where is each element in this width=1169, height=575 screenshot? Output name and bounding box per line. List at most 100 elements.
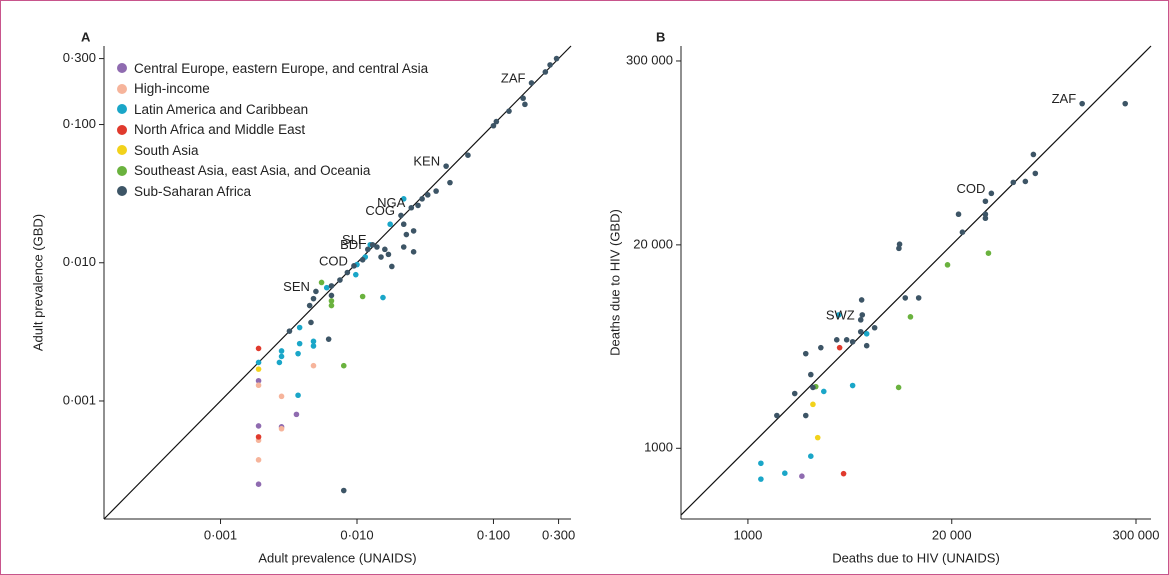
x-tick-label: 0·010	[340, 527, 373, 542]
point	[1010, 179, 1017, 186]
point	[328, 302, 335, 309]
point	[836, 344, 843, 351]
point	[849, 382, 856, 389]
point	[328, 283, 335, 289]
point	[818, 344, 824, 351]
point	[506, 108, 512, 114]
point	[364, 246, 371, 253]
point-label: KEN	[413, 154, 440, 169]
point-label: ZAF	[501, 70, 526, 85]
point	[415, 202, 421, 209]
x-tick-label: 300 000	[1112, 527, 1159, 542]
point	[810, 384, 816, 391]
point	[296, 324, 303, 331]
point	[895, 384, 902, 391]
point	[328, 292, 335, 299]
point	[857, 317, 864, 323]
point	[758, 460, 764, 467]
point	[843, 337, 850, 343]
legend-label: High-income	[134, 81, 210, 97]
point	[310, 343, 317, 349]
point	[857, 328, 864, 335]
point	[896, 245, 902, 252]
point	[308, 319, 314, 326]
x-tick-label: 0·300	[542, 527, 575, 542]
x-tick-label: 0·100	[477, 527, 510, 542]
legend-item: Sub-Saharan Africa	[117, 181, 428, 202]
point	[528, 80, 535, 86]
point	[387, 221, 393, 228]
point	[493, 118, 500, 125]
point	[810, 401, 816, 408]
point	[944, 262, 951, 268]
legend-item: Central Europe, eastern Europe, and cent…	[117, 58, 428, 79]
point	[896, 241, 903, 247]
point	[547, 62, 553, 68]
point	[820, 388, 827, 395]
point	[328, 298, 335, 304]
point	[255, 423, 262, 429]
legend-item: Latin America and Caribbean	[117, 99, 428, 120]
point	[982, 211, 989, 218]
point	[1122, 100, 1129, 107]
point	[1032, 170, 1039, 177]
point	[907, 314, 914, 320]
point	[351, 263, 357, 269]
point	[858, 297, 865, 303]
point	[849, 338, 856, 345]
point	[465, 152, 471, 159]
point	[859, 312, 866, 318]
point	[278, 393, 285, 400]
point	[400, 221, 407, 228]
point	[400, 196, 407, 202]
point	[1079, 100, 1085, 107]
y-tick-label: 0·001	[63, 392, 96, 407]
legend-label: North Africa and Middle East	[134, 122, 306, 138]
point	[782, 470, 788, 476]
point	[410, 228, 417, 234]
point	[1022, 178, 1029, 185]
point	[255, 457, 262, 463]
legend-label: Central Europe, eastern Europe, and cent…	[134, 60, 429, 76]
legend-swatch	[117, 165, 127, 176]
legend-swatch	[117, 124, 127, 135]
point	[955, 211, 962, 218]
y-tick-label: 300 000	[626, 52, 673, 67]
point	[863, 342, 870, 349]
point	[306, 302, 313, 309]
legend-swatch	[117, 104, 127, 115]
point	[255, 377, 262, 384]
point	[799, 473, 805, 479]
legend-label: Latin America and Caribbean	[134, 101, 309, 117]
point	[278, 348, 285, 354]
point	[520, 95, 526, 102]
point	[313, 288, 319, 295]
point	[758, 476, 764, 482]
legend-label: Sub-Saharan Africa	[134, 183, 252, 199]
point-label: SEN	[283, 279, 310, 294]
point	[310, 362, 317, 369]
point	[340, 362, 347, 369]
point	[295, 392, 301, 399]
point	[255, 345, 262, 352]
point	[359, 257, 366, 263]
point	[985, 250, 992, 256]
point-label: COD	[319, 253, 348, 268]
point	[255, 434, 262, 440]
point	[433, 188, 439, 194]
point	[278, 425, 285, 432]
point	[424, 192, 431, 198]
point-label: SLE	[342, 232, 367, 247]
point	[374, 244, 380, 250]
point	[988, 190, 995, 197]
point	[902, 295, 909, 301]
point	[447, 179, 453, 186]
point	[255, 382, 262, 389]
point	[835, 312, 842, 318]
point	[255, 481, 262, 487]
point	[400, 244, 407, 250]
point	[553, 55, 560, 62]
point-label: ZAF	[1052, 91, 1077, 106]
